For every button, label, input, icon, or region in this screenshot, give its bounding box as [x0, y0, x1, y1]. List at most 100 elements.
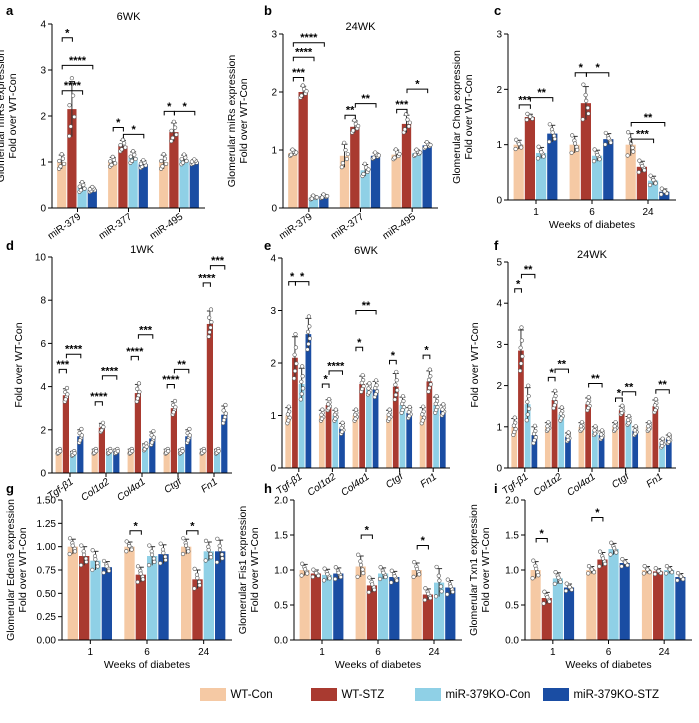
data-point-g-1-2-4 [197, 583, 202, 588]
data-point-i-0-2-5 [645, 567, 650, 572]
bar-e-3-4 [439, 410, 446, 468]
data-point-h-3-2-4 [450, 589, 455, 595]
x-tick-label-g-1: 6 [144, 647, 150, 658]
y-tick-label-f-5: 5 [496, 258, 502, 269]
data-point-f-1-0-2 [519, 338, 525, 343]
data-point-f-3-1-5 [565, 434, 570, 439]
data-point-a-0-1-4 [109, 162, 114, 167]
y-tick-label-c-3: 3 [496, 30, 502, 41]
y-axis-title-c-0: Glomerular Chop expression [451, 50, 463, 184]
data-point-h-2-1-4 [383, 574, 388, 580]
data-point-b-0-1-5 [345, 152, 350, 157]
data-point-g-2-1-0 [146, 563, 152, 568]
data-point-h-1-0-4 [316, 573, 321, 578]
bar-f-1-1 [551, 400, 558, 468]
data-point-e-2-0-0 [298, 397, 303, 402]
data-point-d-1-3-5 [173, 405, 178, 410]
data-point-d-3-0-5 [79, 433, 84, 438]
data-point-g-1-2-0 [192, 586, 197, 591]
significance-bracket-e-7 [422, 354, 431, 360]
data-point-d-1-4-0 [206, 334, 211, 339]
y-axis-title-b-1: Fold over WT-Con [238, 78, 250, 163]
data-point-e-2-2-4 [366, 390, 372, 395]
data-point-c-2-0-3 [536, 144, 541, 149]
data-point-e-2-3-5 [400, 401, 405, 406]
x-tick-label-f-3: Ctgf [610, 471, 632, 491]
bar-e-3-0 [305, 334, 312, 468]
significance-label-a-4: * [131, 124, 136, 136]
data-point-b-3-0-5 [325, 194, 330, 199]
data-point-e-0-4-4 [420, 418, 425, 423]
x-tick-label-a-2: miR-495 [148, 211, 186, 242]
data-point-h-0-1-0 [355, 574, 360, 579]
data-point-e-2-1-3 [333, 407, 338, 412]
x-tick-label-e-3: Ctgf [384, 471, 406, 491]
data-point-b-0-1-2 [343, 148, 348, 153]
panel-label-b: b [264, 3, 272, 18]
data-point-c-1-0-0 [524, 117, 529, 122]
data-point-i-3-0-5 [567, 584, 572, 590]
x-tick-label-i-1: 6 [606, 647, 612, 658]
data-point-c-0-0-3 [514, 137, 519, 142]
data-point-c-0-0-0 [513, 146, 518, 152]
y-tick-label-a-2: 2 [40, 112, 46, 123]
significance-label-b-5: *** [395, 99, 409, 111]
data-point-i-3-0-0 [563, 588, 569, 594]
bar-d-2-4 [214, 451, 221, 473]
significance-bracket-b-0 [292, 42, 325, 47]
data-point-a-2-1-2 [132, 152, 137, 157]
data-point-b-1-1-5 [356, 123, 361, 129]
data-point-e-0-3-4 [387, 416, 392, 421]
data-point-a-2-0-4 [78, 188, 83, 193]
data-point-d-1-0-5 [65, 392, 70, 397]
data-point-i-0-2-4 [647, 570, 652, 575]
bar-a-3-0 [87, 189, 97, 208]
data-point-b-3-2-3 [424, 140, 429, 145]
data-point-a-1-0-2 [70, 93, 76, 98]
y-tick-label-c-1: 1 [496, 140, 502, 151]
data-point-h-1-1-5 [370, 582, 375, 587]
data-point-h-1-2-4 [428, 595, 433, 601]
bar-f-1-2 [585, 404, 591, 468]
bar-g-0-2 [181, 546, 192, 640]
y-axis-title-g-1: Fold over WT-Con [17, 527, 29, 612]
data-point-g-3-2-1 [219, 552, 225, 557]
data-point-f-1-2-4 [586, 405, 591, 411]
data-point-c-0-2-4 [631, 149, 636, 154]
data-point-a-1-2-3 [171, 119, 176, 124]
data-point-f-0-4-3 [647, 420, 652, 425]
bar-f-2-1 [558, 414, 565, 468]
significance-bracket-d-4 [130, 355, 139, 361]
data-point-f-2-0-5 [525, 399, 530, 404]
x-tick-label-a-0: miR-379 [46, 211, 84, 242]
data-point-a-2-1-1 [133, 156, 138, 162]
data-point-a-1-2-2 [173, 125, 178, 130]
bar-h-1-0 [310, 573, 321, 640]
y-tick-label-e-2: 2 [270, 359, 276, 370]
data-point-d-1-1-4 [99, 428, 104, 433]
data-point-g-3-2-5 [217, 547, 223, 552]
bar-f-3-1 [565, 437, 571, 468]
data-point-i-3-2-5 [678, 574, 684, 579]
data-point-c-3-0-4 [552, 136, 557, 141]
data-point-d-1-4-5 [209, 320, 214, 325]
bar-a-3-1 [138, 164, 148, 208]
data-point-a-0-0-4 [58, 164, 63, 169]
bar-b-0-1 [339, 155, 350, 208]
data-point-h-1-1-0 [366, 590, 371, 595]
significance-bracket-a-0 [61, 37, 73, 42]
data-point-e-3-1-4 [339, 429, 345, 435]
y-tick-label-g-4: 1.00 [37, 542, 57, 553]
bar-d-0-1 [91, 451, 98, 473]
bar-f-0-2 [578, 426, 585, 468]
data-point-e-1-4-1 [428, 382, 433, 387]
data-point-b-0-0-4 [289, 152, 294, 157]
bar-g-1-1 [135, 574, 146, 640]
bar-a-0-2 [159, 162, 169, 208]
data-point-i-3-2-4 [680, 577, 686, 582]
y-tick-label-i-0: 0.0 [505, 636, 519, 647]
x-tick-label-f-4: Fn1 [644, 471, 664, 490]
data-point-h-3-1-3 [389, 568, 394, 573]
data-point-f-2-2-5 [592, 428, 597, 433]
y-tick-label-i-4: 2.0 [505, 496, 519, 507]
